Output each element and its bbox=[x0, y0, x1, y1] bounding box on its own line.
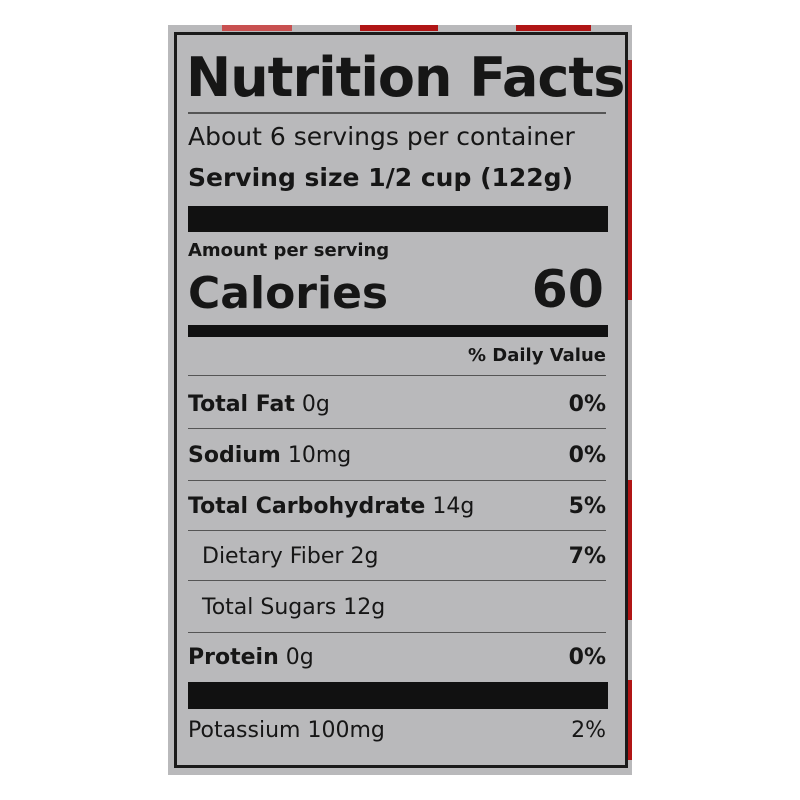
nutrient-row-sodium: Sodium 10mg 0% bbox=[188, 443, 606, 473]
nutrient-dv: 5% bbox=[568, 494, 606, 519]
nutrient-name: Protein bbox=[188, 645, 279, 670]
amount-per-serving: Amount per serving bbox=[188, 240, 390, 261]
nutrient-name: Dietary Fiber bbox=[202, 544, 344, 569]
red-stripe bbox=[360, 25, 438, 31]
nutrient-dv: 0% bbox=[568, 443, 606, 468]
red-stripe bbox=[626, 60, 632, 300]
nutrient-amount: 12g bbox=[343, 595, 386, 620]
calories-label: Calories bbox=[188, 268, 389, 319]
nutrient-amount: 0g bbox=[285, 645, 314, 670]
divider bbox=[188, 428, 606, 429]
thick-divider bbox=[188, 682, 608, 709]
nutrient-amount: 14g bbox=[432, 494, 475, 519]
nutrient-dv: 7% bbox=[568, 544, 606, 569]
nutrient-row-total-sugars: Total Sugars 12g bbox=[188, 595, 606, 625]
nutrient-dv: 0% bbox=[568, 392, 606, 417]
calories-value: 60 bbox=[531, 260, 604, 320]
nutrient-amount: 10mg bbox=[287, 443, 352, 468]
nutrient-row-total-fat: Total Fat 0g 0% bbox=[188, 392, 606, 422]
nutrient-row-potassium: Potassium 100mg 2% bbox=[188, 718, 606, 748]
servings-per-container: About 6 servings per container bbox=[188, 122, 575, 151]
divider bbox=[188, 375, 606, 376]
divider bbox=[188, 530, 606, 531]
nutrient-amount: 0g bbox=[301, 392, 330, 417]
nutrient-name: Potassium bbox=[188, 718, 301, 743]
nutrient-name: Total Fat bbox=[188, 392, 295, 417]
serving-size: Serving size 1/2 cup (122g) bbox=[188, 163, 573, 192]
nutrient-row-dietary-fiber: Dietary Fiber 2g 7% bbox=[188, 544, 606, 574]
red-stripe bbox=[222, 25, 292, 31]
red-stripe bbox=[516, 25, 591, 31]
label-title: Nutrition Facts bbox=[186, 46, 625, 109]
nutrient-row-protein: Protein 0g 0% bbox=[188, 645, 606, 675]
nutrient-amount: 100mg bbox=[307, 718, 385, 743]
thick-divider bbox=[188, 206, 608, 232]
red-stripe bbox=[626, 480, 632, 620]
label-background bbox=[168, 25, 632, 775]
nutrient-name: Total Carbohydrate bbox=[188, 494, 426, 519]
nutrient-row-total-carbohydrate: Total Carbohydrate 14g 5% bbox=[188, 494, 606, 524]
medium-divider bbox=[188, 325, 608, 337]
serving-size-label: Serving size bbox=[188, 163, 360, 192]
divider bbox=[188, 632, 606, 633]
daily-value-header: % Daily Value bbox=[467, 345, 606, 366]
nutrient-name: Sodium bbox=[188, 443, 281, 468]
nutrient-dv: 0% bbox=[568, 645, 606, 670]
divider bbox=[188, 112, 606, 114]
nutrient-name: Total Sugars bbox=[202, 595, 337, 620]
nutrient-amount: 2g bbox=[350, 544, 379, 569]
red-stripe bbox=[626, 680, 632, 760]
divider bbox=[188, 580, 606, 581]
nutrient-dv: 2% bbox=[571, 718, 606, 743]
nutrition-label-border bbox=[174, 32, 628, 768]
serving-size-value: 1/2 cup (122g) bbox=[368, 163, 574, 192]
divider bbox=[188, 480, 606, 481]
